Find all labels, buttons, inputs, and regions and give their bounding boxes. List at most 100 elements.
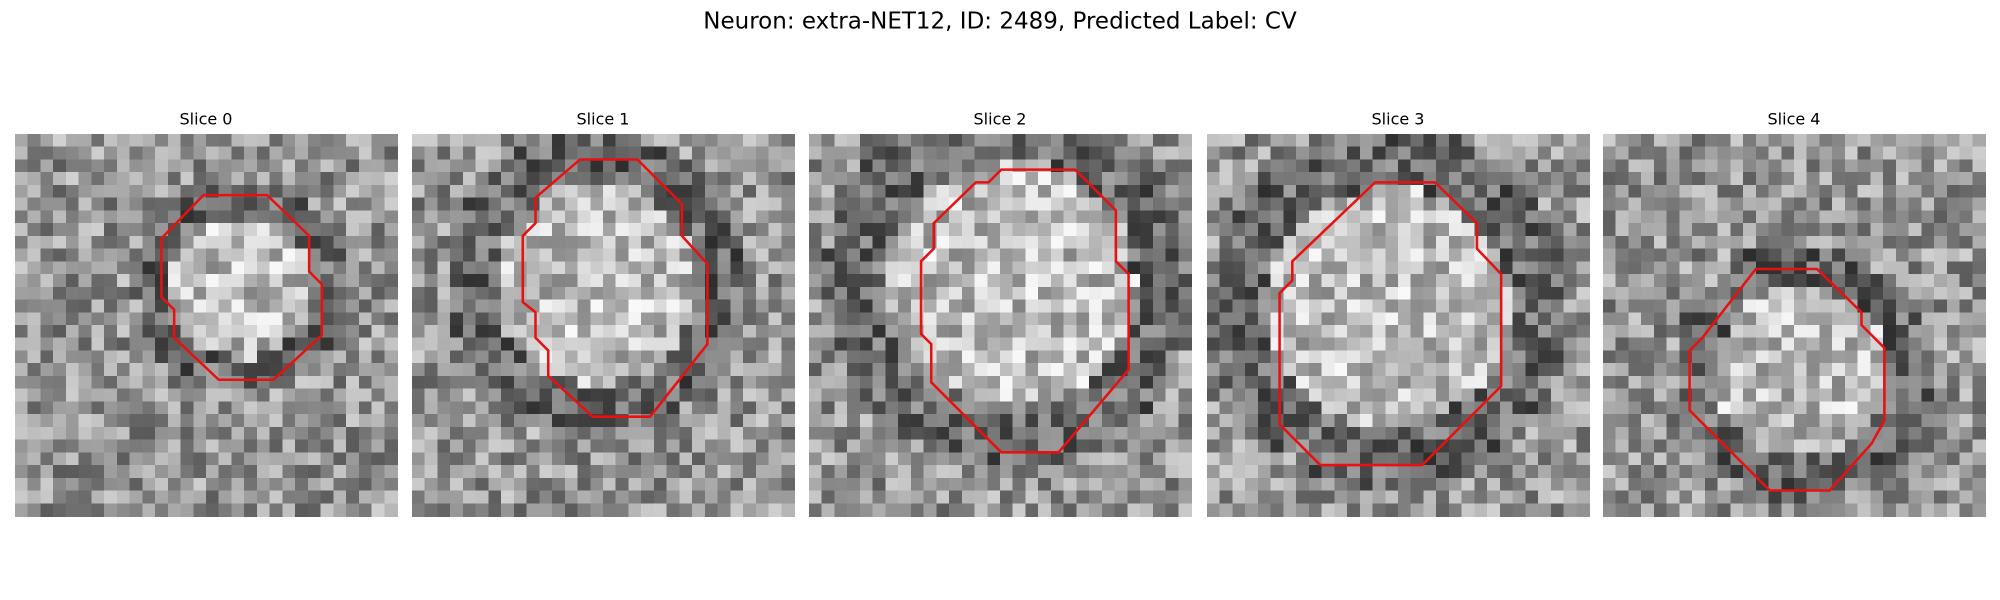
pixel: [1257, 337, 1272, 352]
pixel: [501, 452, 515, 466]
pixel: [104, 388, 118, 403]
pixel: [821, 134, 836, 148]
pixel: [1372, 337, 1387, 352]
pixel: [809, 159, 823, 173]
pixel: [371, 197, 386, 212]
pixel: [180, 490, 195, 505]
pixel: [1347, 312, 1361, 326]
pixel: [27, 261, 42, 275]
pixel: [1538, 299, 1552, 314]
pixel: [755, 261, 770, 275]
pixel: [1165, 375, 1180, 390]
pixel: [1870, 414, 1884, 428]
pixel: [743, 312, 757, 326]
pixel: [730, 388, 744, 403]
pixel: [552, 274, 566, 288]
pixel: [1768, 325, 1783, 339]
pixel: [1461, 159, 1476, 173]
pixel: [475, 210, 490, 224]
pixel: [437, 299, 451, 314]
pixel: [1257, 172, 1272, 186]
pixel: [1038, 299, 1052, 314]
pixel: [371, 184, 386, 199]
pixel: [1076, 439, 1090, 454]
pixel: [462, 146, 477, 161]
pixel: [679, 312, 693, 326]
pixel: [142, 299, 156, 314]
pixel: [193, 235, 207, 250]
pixel: [1140, 325, 1154, 339]
pixel: [1127, 452, 1141, 466]
pixel: [65, 363, 80, 377]
pixel: [821, 299, 836, 314]
pixel: [564, 312, 579, 326]
pixel: [424, 350, 439, 364]
pixel: [923, 401, 938, 415]
pixel: [1270, 452, 1285, 466]
pixel: [974, 388, 989, 403]
pixel: [167, 363, 182, 377]
pixel: [1283, 465, 1297, 479]
pixel: [501, 337, 515, 352]
pixel: [1347, 426, 1361, 441]
pixel: [1101, 286, 1116, 301]
pixel: [1576, 274, 1590, 288]
pixel: [1806, 248, 1821, 263]
pixel: [1207, 337, 1221, 352]
pixel: [809, 439, 823, 454]
pixel: [358, 274, 373, 288]
pixel: [1525, 210, 1539, 224]
pixel: [1806, 235, 1821, 250]
pixel: [1063, 477, 1078, 492]
pixel: [1959, 363, 1974, 377]
pixel: [1127, 134, 1141, 148]
pixel: [1089, 350, 1103, 364]
pixel: [1755, 134, 1770, 148]
pixel: [987, 159, 1001, 173]
pixel: [809, 274, 823, 288]
pixel: [898, 146, 912, 161]
pixel: [15, 401, 29, 415]
pixel: [1152, 197, 1167, 212]
pixel: [193, 210, 207, 224]
pixel: [666, 337, 681, 352]
pixel: [1398, 401, 1412, 415]
pixel: [704, 248, 719, 263]
pixel: [1819, 134, 1833, 148]
pixel: [1730, 274, 1744, 288]
pixel: [1308, 503, 1323, 517]
pixel: [1296, 363, 1310, 377]
pixel: [1781, 465, 1795, 479]
pixel: [949, 172, 963, 186]
pixel: [961, 363, 976, 377]
pixel: [1165, 274, 1180, 288]
pixel: [1692, 261, 1706, 275]
pixel: [1257, 363, 1272, 377]
pixel: [1436, 477, 1450, 492]
pixel: [809, 261, 823, 275]
pixel: [1883, 197, 1897, 212]
pixel: [730, 350, 744, 364]
pixel: [949, 426, 963, 441]
pixel: [987, 414, 1001, 428]
pixel: [40, 337, 54, 352]
pixel: [437, 159, 451, 173]
pixel: [218, 337, 233, 352]
pixel: [666, 325, 681, 339]
pixel: [1219, 184, 1234, 199]
pixel: [333, 350, 347, 364]
pixel: [1207, 299, 1221, 314]
pixel: [1245, 452, 1259, 466]
pixel: [885, 337, 899, 352]
pixel: [1063, 261, 1078, 275]
pixel: [1359, 388, 1374, 403]
pixel: [231, 325, 245, 339]
pixel: [628, 235, 642, 250]
pixel: [1232, 325, 1246, 339]
pixel: [91, 210, 105, 224]
pixel: [1615, 248, 1630, 263]
pixel: [781, 363, 795, 377]
pixel: [1768, 274, 1783, 288]
pixel: [1908, 426, 1923, 441]
pixel: [1101, 465, 1116, 479]
